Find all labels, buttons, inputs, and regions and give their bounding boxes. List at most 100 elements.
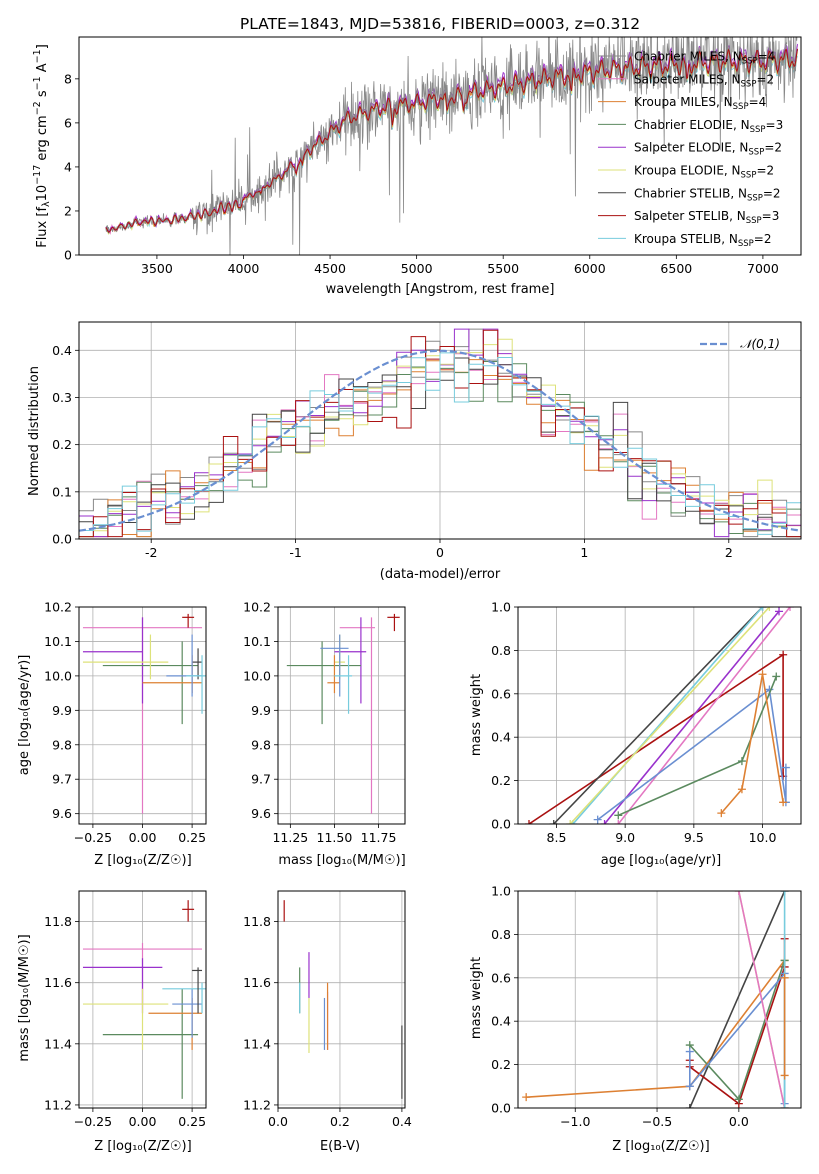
plus-marker: [614, 820, 623, 824]
hist-ylabel: Normed distribution: [27, 366, 42, 496]
plus-marker: [734, 891, 743, 895]
data-point: [82, 634, 169, 680]
x-tick-label: 1: [580, 545, 588, 560]
legend-label-part: Chabrier MILES, N: [634, 50, 742, 64]
x-tick-label: 0.0: [268, 1114, 288, 1129]
plus-marker: [781, 763, 790, 772]
ylabel-part: 10: [35, 185, 50, 202]
mass-z-xlabel: Z [log₁₀(Z/Z☉)]: [94, 1139, 191, 1154]
spectrum-ylabel: Flux [fλ10−17 erg cm−2 s−1 A−1]: [32, 44, 52, 248]
x-tick-label: 0.00: [129, 830, 157, 845]
x-tick-label: 0.25: [178, 1114, 206, 1129]
y-tick-label: 11.6: [243, 975, 271, 990]
y-tick-label: 8: [64, 71, 72, 86]
y-tick-label: 4: [64, 159, 72, 174]
y-tick-label: 10.1: [44, 634, 72, 649]
data-point: [82, 958, 163, 1014]
weight-series-line: [569, 607, 770, 824]
weight-series-line: [720, 674, 784, 814]
weight-series-line: [689, 891, 786, 1108]
weight_vs_Z-frame: [517, 890, 802, 1109]
salpeter-stelib-line: [105, 48, 798, 233]
plus-marker: [758, 670, 767, 679]
mass-ebv-xlabel: E(B-V): [320, 1139, 360, 1154]
y-tick-label: 0.0: [52, 532, 72, 547]
legend-label: Kroupa STELIB, NSSP=2: [634, 232, 772, 249]
legend-label-part: =4: [758, 50, 776, 64]
x-tick-label: 5500: [487, 261, 519, 276]
y-tick-label: 11.8: [44, 914, 72, 929]
plus-marker: [765, 607, 774, 611]
x-tick-label: 9.5: [684, 830, 704, 845]
x-tick-label: -1: [289, 545, 301, 560]
legend-label-part: SSP: [746, 216, 762, 226]
ylabel-part: −1: [32, 76, 43, 90]
ylabel-part: A: [35, 63, 50, 76]
data-point: [182, 613, 195, 628]
y-tick-label: 0.6: [491, 686, 511, 701]
legend-label: Salpeter MILES, NSSP=2: [634, 72, 774, 89]
weight-z-ylabel: mass weight: [469, 957, 484, 1039]
plus-marker: [717, 809, 726, 818]
legend-label-part: SSP: [748, 148, 764, 158]
legend-label-part: =3: [766, 118, 784, 132]
data-point: [186, 655, 206, 714]
legend-label-part: SSP: [738, 239, 754, 249]
data-point: [334, 655, 353, 714]
x-tick-label: 4500: [314, 261, 346, 276]
data-point: [192, 967, 203, 1014]
weight-z-xlabel: Z [log₁₀(Z/Z☉)]: [612, 1139, 709, 1154]
age_vs_mass-axes: 11.25 11.50 11.75 9.6 9.7 9.8 9.9 10.0 10.1 10.2: [243, 600, 405, 845]
data-point: [320, 634, 349, 697]
x-tick-label: 7000: [747, 261, 779, 276]
y-tick-label: 0.0: [491, 1101, 511, 1116]
data-point: [172, 988, 203, 1038]
weight_vs_Z-lines: [522, 891, 789, 1108]
plus-marker: [758, 607, 767, 611]
data-point: [327, 655, 340, 694]
weight_vs_age-frame: [517, 606, 802, 825]
ylabel-part: −17: [32, 165, 43, 185]
legend-label: Salpeter ELODIE, NSSP=2: [634, 141, 782, 158]
weight-series-line: [572, 607, 764, 824]
y-tick-label: 2: [64, 203, 72, 218]
data-point: [286, 641, 361, 725]
data-point: [148, 997, 203, 1050]
ylabel-part: Flux [f: [35, 207, 50, 248]
x-tick-label: −0.5: [642, 1114, 672, 1129]
legend-label-part: SSP: [747, 193, 763, 203]
weight-series-line: [617, 607, 791, 824]
x-tick-label: 2: [725, 545, 733, 560]
y-tick-label: 11.6: [44, 975, 72, 990]
data-point: [339, 617, 376, 814]
plus-marker: [780, 891, 789, 895]
y-tick-label: 0.2: [491, 1057, 511, 1072]
x-tick-label: -2: [145, 545, 157, 560]
plus-marker: [779, 650, 788, 659]
x-tick-label: 0: [436, 545, 444, 560]
y-tick-label: 9.8: [52, 737, 72, 752]
hist-frame: [78, 321, 802, 540]
y-tick-label: 11.8: [243, 914, 271, 929]
y-tick-label: 6: [64, 115, 72, 130]
data-point: [162, 982, 206, 1014]
hist-legend: 𝒩(0,1): [700, 337, 780, 351]
legend-label: Kroupa ELODIE, NSSP=2: [634, 164, 774, 181]
y-tick-label: 11.2: [44, 1097, 72, 1112]
legend-label-part: =4: [749, 95, 767, 109]
legend-label-part: =2: [764, 141, 782, 155]
plus-marker: [600, 820, 609, 824]
y-tick-label: 0.4: [491, 1014, 511, 1029]
weight_vs_age-lines: [524, 607, 795, 824]
legend-label-part: Kroupa MILES, N: [634, 95, 733, 109]
data-point: [142, 655, 203, 694]
hist-xlabel: (data-model)/error: [380, 567, 501, 582]
x-tick-label: 6500: [660, 261, 692, 276]
y-tick-label: 9.9: [251, 703, 271, 718]
plus-marker: [786, 607, 795, 611]
legend-label: Chabrier STELIB, NSSP=2: [634, 186, 781, 203]
weight-series-line: [597, 688, 787, 821]
data-point: [102, 988, 199, 1099]
weight-series-line: [553, 607, 764, 824]
spectrum-axes: 3500 4000 4500 5000 5500 6000 6500 7000 0 2 4 6 8: [64, 71, 779, 276]
